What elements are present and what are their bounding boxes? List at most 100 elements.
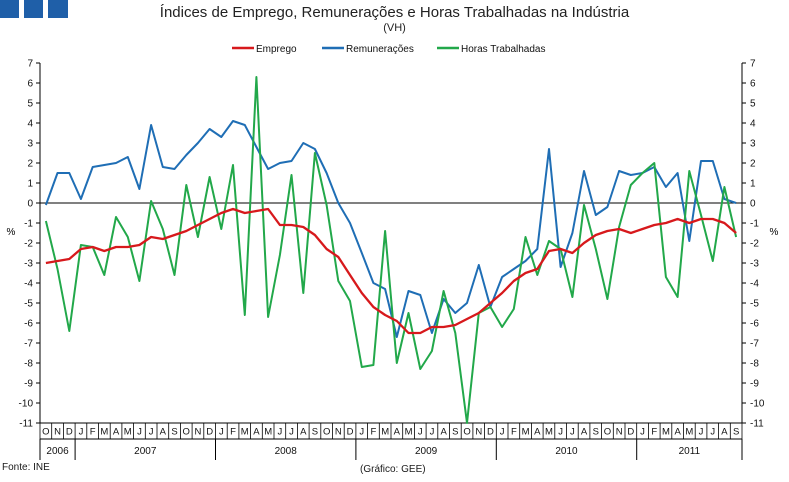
x-tick-label: J [219, 427, 224, 438]
x-tick-label: J [430, 427, 435, 438]
x-tick-label: O [323, 427, 330, 438]
x-tick-label: F [371, 427, 377, 438]
y-axis-title-right: % [770, 227, 779, 238]
y-tick-label-right: -6 [750, 319, 759, 330]
series-line-remuneracoes [44, 120, 737, 338]
x-tick-label: M [545, 427, 553, 438]
x-tick-label: D [66, 427, 73, 438]
year-label: 2008 [275, 446, 298, 457]
year-label: 2007 [134, 446, 157, 457]
x-tick-label: J [570, 427, 575, 438]
series-line-emprego [45, 207, 737, 335]
x-tick-label: S [593, 427, 599, 438]
y-tick-label-right: -11 [750, 419, 764, 430]
x-tick-label: A [440, 427, 447, 438]
x-tick-label: J [137, 427, 142, 438]
x-tick-label: M [381, 427, 389, 438]
y-tick-label-left: 1 [27, 179, 33, 190]
x-tick-label: A [113, 427, 120, 438]
x-tick-label: J [710, 427, 715, 438]
x-tick-label: A [721, 427, 728, 438]
x-tick-label: M [405, 427, 413, 438]
y-tick-label-left: -9 [24, 379, 33, 390]
y-tick-label-right: 3 [750, 139, 756, 150]
y-tick-label-right: -3 [750, 259, 759, 270]
x-tick-label: D [347, 427, 354, 438]
x-tick-label: A [674, 427, 681, 438]
x-tick-label: F [651, 427, 657, 438]
y-axis-title-left: % [7, 227, 16, 238]
x-tick-label: O [604, 427, 611, 438]
y-tick-label-left: 0 [27, 199, 33, 210]
y-tick-label-right: 7 [750, 59, 756, 70]
x-tick-label: A [253, 427, 260, 438]
x-tick-label: J [500, 427, 505, 438]
x-tick-label: N [616, 427, 623, 438]
x-tick-label: J [289, 427, 294, 438]
x-tick-label: J [359, 427, 364, 438]
x-tick-label: J [418, 427, 423, 438]
logo-block-3 [48, 0, 68, 18]
y-tick-label-right: 2 [750, 159, 756, 170]
x-tick-label: F [90, 427, 96, 438]
y-tick-label-left: -6 [24, 319, 33, 330]
x-tick-label: S [171, 427, 177, 438]
x-tick-label: D [487, 427, 494, 438]
y-tick-label-right: -8 [750, 359, 759, 370]
y-tick-label-left: 5 [27, 99, 33, 110]
x-tick-label: N [54, 427, 61, 438]
y-tick-label-left: -3 [24, 259, 33, 270]
y-tick-label-right: 0 [750, 199, 756, 210]
x-tick-label: J [149, 427, 154, 438]
year-label: 2006 [46, 446, 69, 457]
x-tick-label: S [452, 427, 458, 438]
y-tick-label-left: 3 [27, 139, 33, 150]
x-tick-label: M [100, 427, 108, 438]
x-tick-label: M [124, 427, 132, 438]
x-tick-label: F [511, 427, 517, 438]
x-tick-label: J [558, 427, 563, 438]
chart-title: Índices de Emprego, Remunerações e Horas… [159, 4, 630, 21]
y-tick-label-right: -1 [750, 219, 759, 230]
y-tick-label-right: 6 [750, 79, 756, 90]
y-tick-label-left: -10 [19, 399, 34, 410]
x-tick-label: F [230, 427, 236, 438]
y-tick-label-right: 1 [750, 179, 756, 190]
x-tick-label: J [640, 427, 645, 438]
y-tick-label-left: -11 [19, 419, 33, 430]
x-tick-label: S [733, 427, 739, 438]
y-tick-label-left: -7 [24, 339, 33, 350]
x-tick-label: J [699, 427, 704, 438]
series-line-horas [44, 76, 738, 424]
y-tick-label-left: 6 [27, 79, 33, 90]
x-tick-label: A [160, 427, 167, 438]
year-label: 2010 [555, 446, 578, 457]
x-tick-label: N [195, 427, 202, 438]
year-label: 2011 [679, 446, 701, 457]
y-tick-label-left: -8 [24, 359, 33, 370]
x-tick-label: N [335, 427, 342, 438]
credit-note: (Gráfico: GEE) [360, 464, 426, 475]
x-tick-label: O [42, 427, 49, 438]
y-tick-label-left: 4 [27, 119, 33, 130]
y-tick-label-right: -5 [750, 299, 759, 310]
legend-label-horas: Horas Trabalhadas [461, 44, 546, 55]
year-label: 2009 [415, 446, 438, 457]
y-tick-label-left: -4 [24, 279, 33, 290]
x-tick-label: A [581, 427, 588, 438]
x-tick-label: M [264, 427, 272, 438]
y-tick-label-left: -5 [24, 299, 33, 310]
x-tick-label: M [241, 427, 249, 438]
x-tick-label: A [534, 427, 541, 438]
y-tick-label-right: -2 [750, 239, 759, 250]
y-tick-label-left: -2 [24, 239, 33, 250]
source-note: Fonte: INE [2, 462, 50, 473]
x-tick-label: A [394, 427, 401, 438]
y-tick-label-right: -7 [750, 339, 759, 350]
x-tick-label: S [312, 427, 318, 438]
y-tick-label-right: -4 [750, 279, 759, 290]
legend-label-emprego: Emprego [256, 44, 297, 55]
y-tick-label-left: 7 [27, 59, 33, 70]
y-tick-label-right: -9 [750, 379, 759, 390]
